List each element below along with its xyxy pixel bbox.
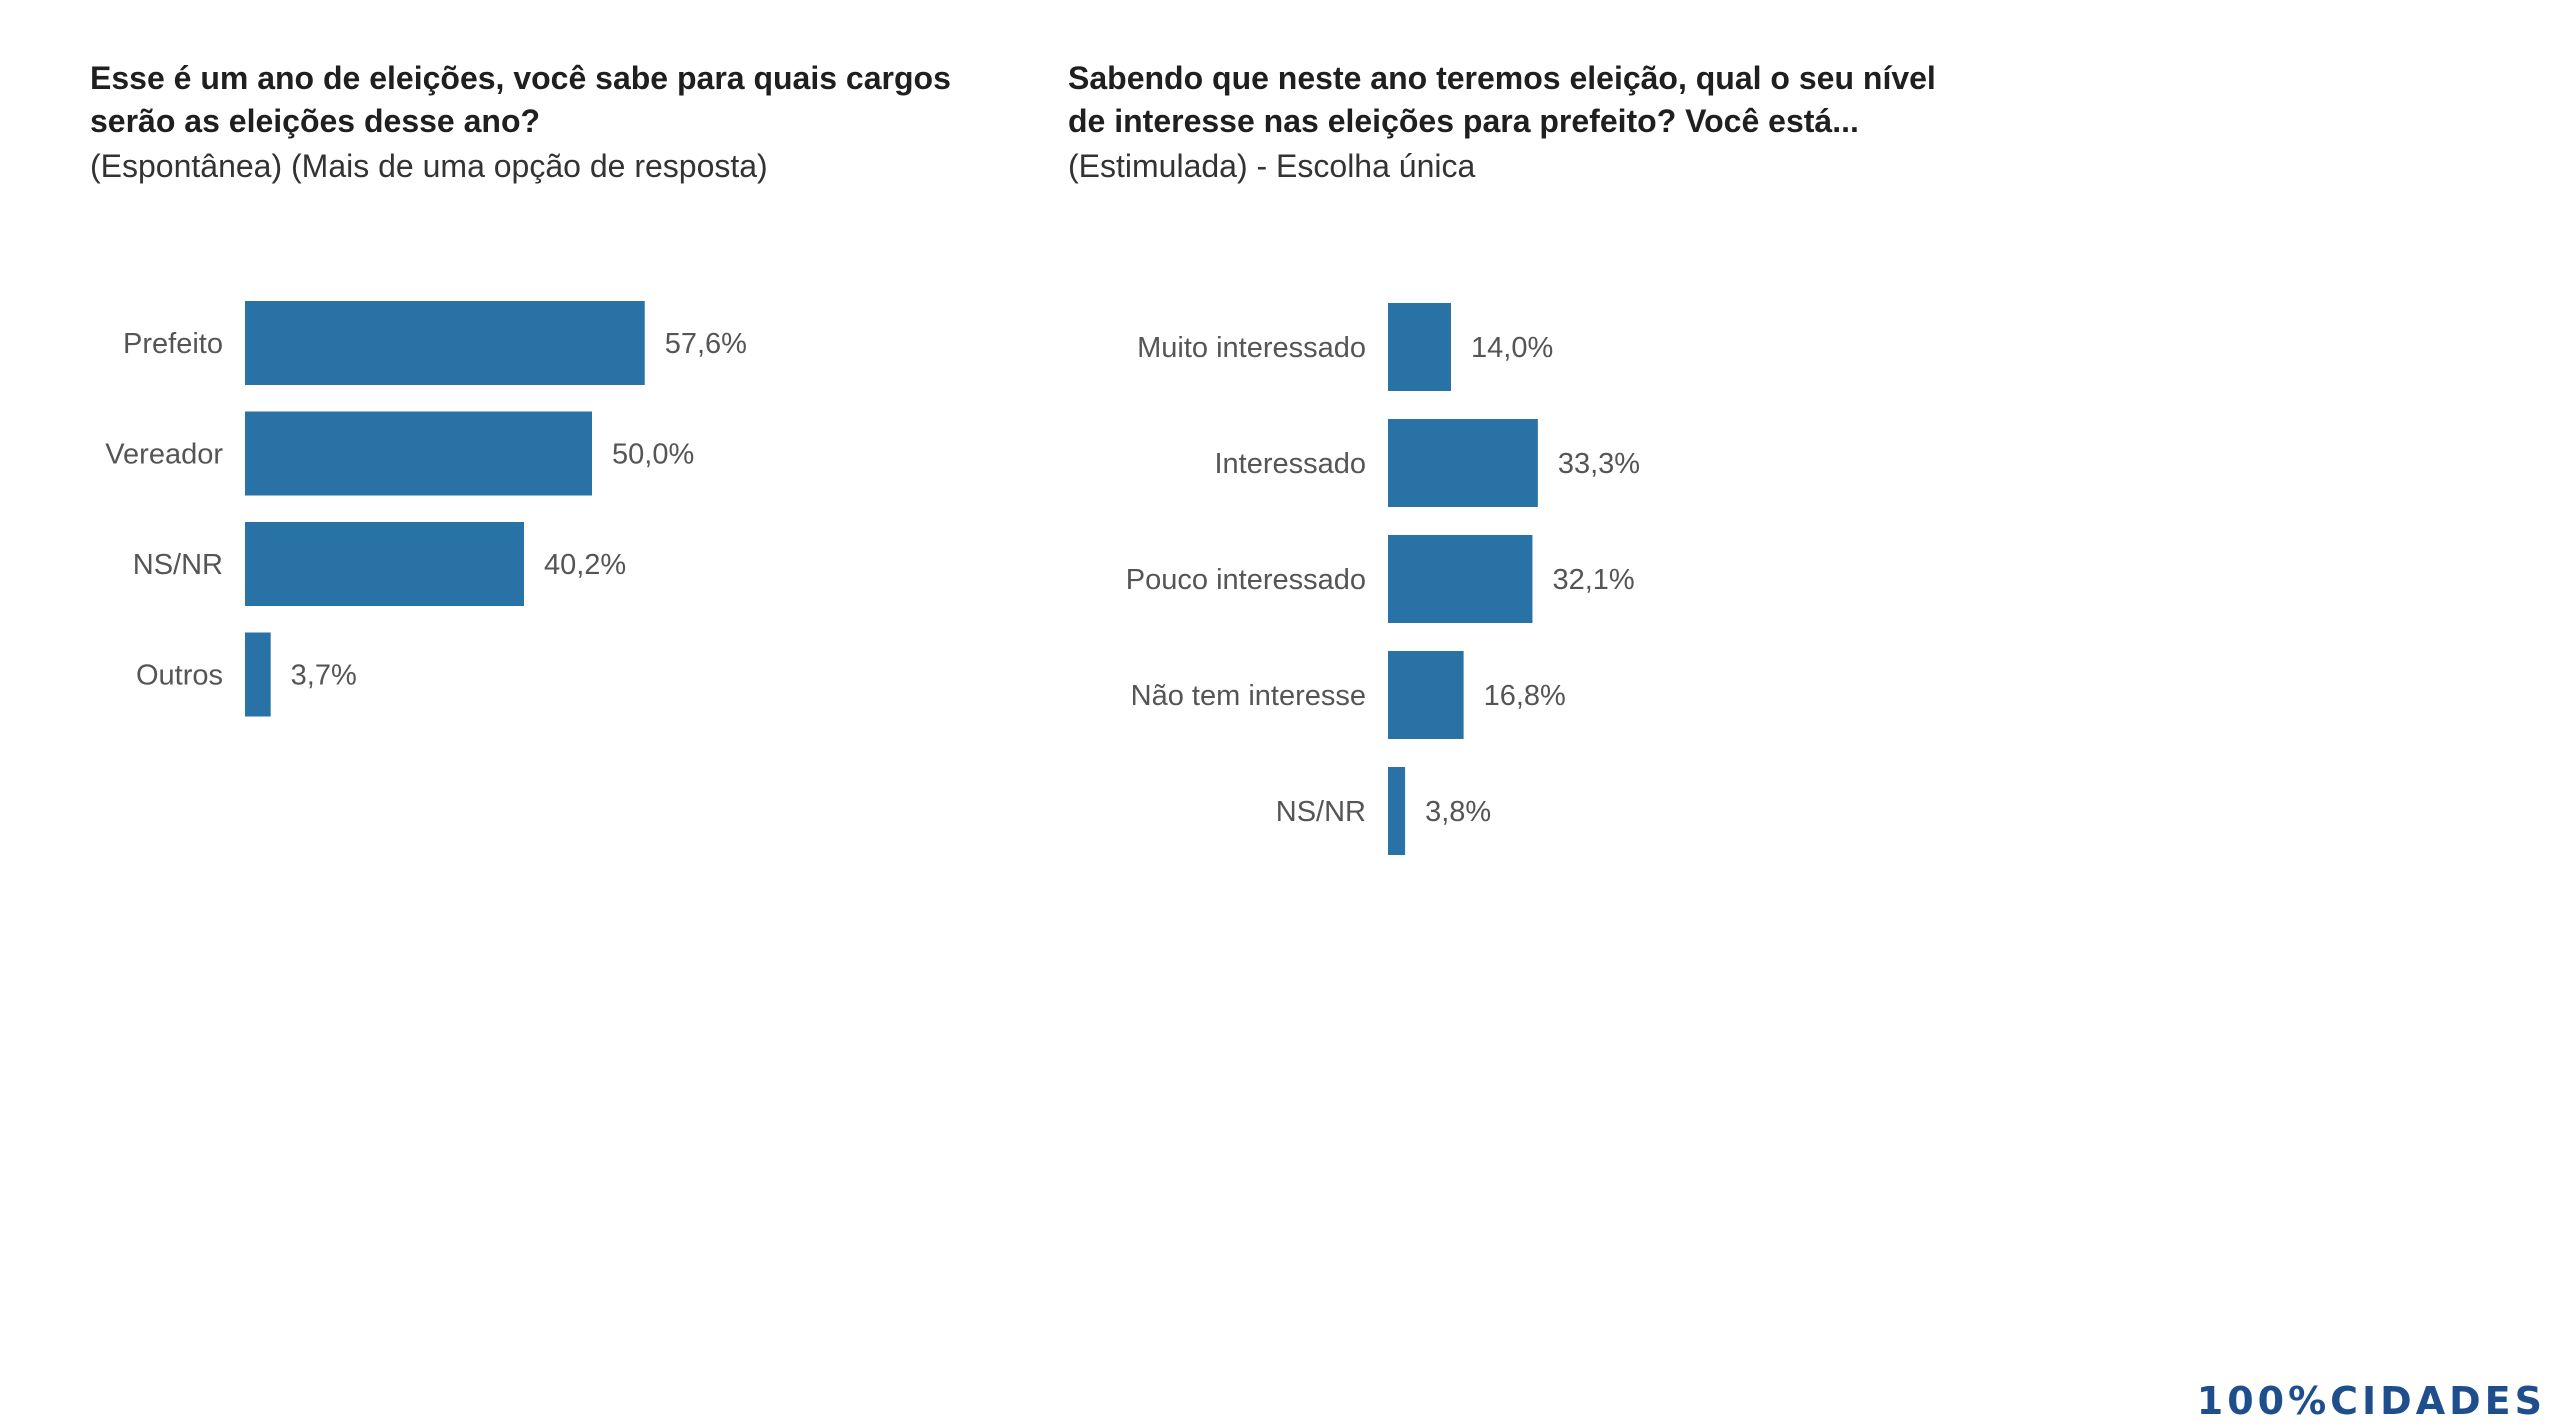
category-label: Outros [136,660,223,692]
category-label: Prefeito [123,328,223,360]
left-chart-subtitle: (Espontânea) (Mais de uma opção de respo… [90,148,768,184]
left-bar-chart: Prefeito 57,6% Vereador 50,0% NS/NR 40,2% Outr… [105,301,747,717]
bar-outros [245,632,271,717]
right-chart-title: Sabendo que neste ano teremos eleição, q… [1068,57,1936,143]
bar-ns-nr [245,522,524,606]
bar-n-o-tem-interesse [1388,651,1464,739]
category-label: Pouco interessado [1126,564,1366,596]
bar-vereador [245,411,592,496]
category-label: Muito interessado [1137,332,1366,364]
value-label: 32,1% [1552,564,1634,596]
value-label: 3,7% [291,660,357,692]
value-label: 16,8% [1484,680,1566,712]
left-chart-title: Esse é um ano de eleições, você sabe par… [90,57,951,143]
category-label: Não tem interesse [1131,680,1366,712]
bar-interessado [1388,419,1538,507]
value-label: 50,0% [612,439,694,471]
value-label: 3,8% [1425,796,1491,828]
right-chart-title-line-2: de interesse nas eleições para prefeito?… [1068,103,1859,139]
value-label: 33,3% [1558,448,1640,480]
bar-ns-nr [1388,767,1406,855]
brand-logo: 100%CIDADES [2196,1379,2546,1423]
category-label: Interessado [1214,448,1366,480]
category-label: NS/NR [1276,796,1366,828]
value-label: 40,2% [544,549,626,581]
bar-prefeito [245,301,645,385]
right-chart-title-line-1: Sabendo que neste ano teremos eleição, q… [1068,60,1936,96]
right-bar-chart: Muito interessado 14,0% Interessado 33,3% Po… [1126,303,1640,855]
bar-pouco-interessado [1388,535,1533,623]
bar-muito-interessado [1388,303,1451,391]
value-label: 14,0% [1471,332,1553,364]
right-chart-subtitle: (Estimulada) - Escolha única [1068,148,1476,184]
value-label: 57,6% [665,328,747,360]
category-label: NS/NR [133,549,223,581]
category-label: Vereador [105,439,223,471]
left-chart-title-line-2: serão as eleições desse ano? [90,103,541,139]
left-chart-title-line-1: Esse é um ano de eleições, você sabe par… [90,60,951,96]
